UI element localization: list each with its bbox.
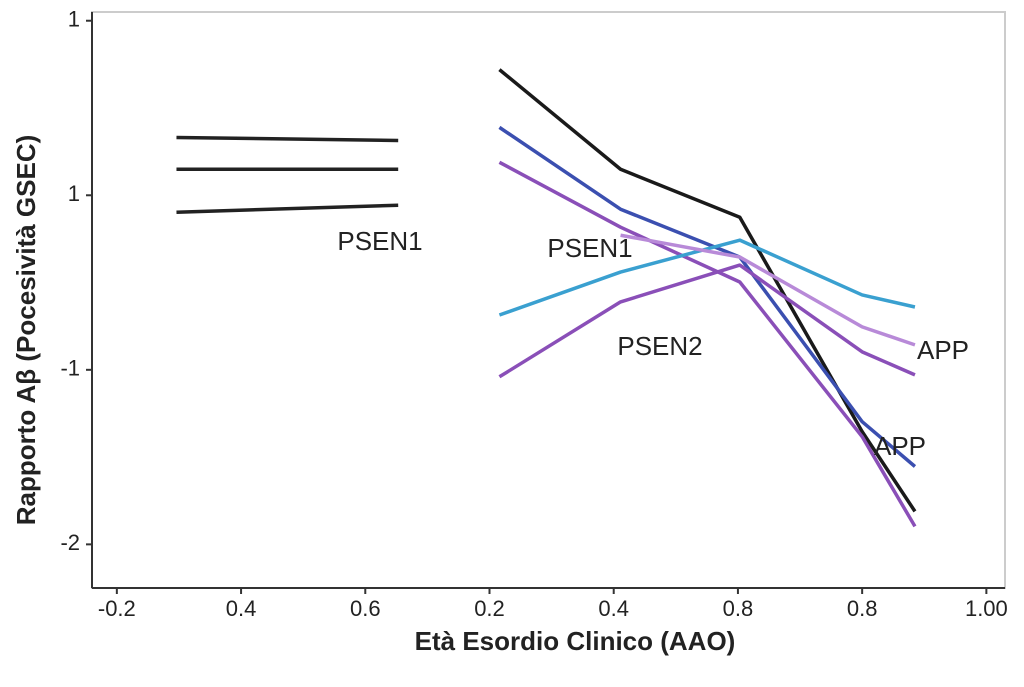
y-tick-label: 1	[68, 7, 80, 32]
x-tick-label: 0.8	[847, 596, 878, 621]
x-tick-label: -0.2	[98, 596, 136, 621]
series-line	[498, 68, 917, 513]
plot-area	[91, 11, 1006, 589]
x-tick-label: 0.4	[598, 596, 629, 621]
x-tick-label: 1.00	[965, 596, 1008, 621]
series-line	[176, 203, 399, 214]
x-tick-label: 0.2	[474, 596, 505, 621]
y-axis-title: Rapporto Aβ (Pocesività GSEC)	[11, 135, 41, 526]
annotation: PSEN1	[547, 233, 632, 263]
y-tick-label: -2	[60, 530, 80, 555]
series-line	[176, 135, 399, 143]
series-line	[498, 160, 917, 528]
series-line	[498, 263, 916, 379]
x-tick-label: 0.6	[350, 596, 381, 621]
annotation: PSEN1	[337, 226, 422, 256]
x-tick-label: 0.4	[226, 596, 257, 621]
series-line	[620, 233, 916, 347]
x-axis-title: Età Esordio Clinico (AAO)	[415, 626, 736, 656]
y-tick-label: 1	[68, 181, 80, 206]
y-tick-label: -1	[60, 356, 80, 381]
annotation: APP	[874, 431, 926, 461]
series-line	[498, 238, 916, 317]
annotation: APP	[917, 335, 969, 365]
annotation: PSEN2	[617, 331, 702, 361]
x-tick-label: 0.8	[723, 596, 754, 621]
